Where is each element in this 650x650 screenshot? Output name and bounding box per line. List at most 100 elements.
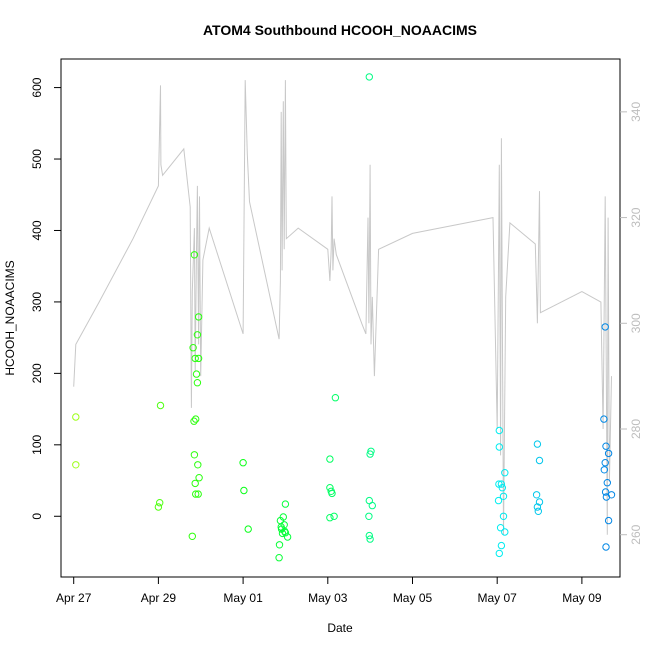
data-point xyxy=(604,449,613,458)
series-line xyxy=(73,80,612,535)
y-right-tick-label: 320 xyxy=(629,207,643,227)
data-point xyxy=(496,524,505,532)
x-tick-label: May 09 xyxy=(562,591,602,605)
data-point xyxy=(244,525,252,533)
data-point xyxy=(331,394,340,402)
data-point xyxy=(193,379,202,387)
data-point xyxy=(192,370,201,378)
data-point xyxy=(156,499,164,507)
data-point xyxy=(279,513,287,521)
data-point xyxy=(535,456,544,465)
x-tick-label: May 05 xyxy=(393,591,433,605)
data-point xyxy=(532,491,541,499)
data-point xyxy=(191,354,199,363)
data-point xyxy=(240,486,248,495)
data-point xyxy=(495,443,503,451)
data-point xyxy=(498,484,506,492)
data-point xyxy=(533,440,542,448)
data-point xyxy=(326,514,334,522)
data-point xyxy=(188,532,197,540)
data-point xyxy=(190,451,199,459)
data-point xyxy=(275,541,284,549)
x-axis: Apr 27 Apr 29 May 01 May 03 May 05 May 07 May … xyxy=(56,577,602,605)
data-point xyxy=(72,461,80,469)
y-tick-label: 200 xyxy=(30,363,44,383)
data-point xyxy=(365,531,373,540)
x-tick-label: May 01 xyxy=(223,591,263,605)
x-tick-label: May 03 xyxy=(308,591,348,605)
data-point xyxy=(326,455,334,463)
data-point xyxy=(194,313,203,321)
y-tick-label: 100 xyxy=(30,434,44,454)
data-point xyxy=(494,496,503,505)
right-axis-line xyxy=(73,80,612,535)
data-point xyxy=(602,493,611,501)
data-point xyxy=(535,498,544,506)
data-point xyxy=(602,543,610,551)
data-point xyxy=(495,549,503,558)
y-right-tick-label: 340 xyxy=(629,102,643,122)
data-point xyxy=(499,492,508,500)
data-point xyxy=(192,490,200,498)
y-axis-label: HCOOH_NOAACIMS xyxy=(3,260,17,375)
data-point xyxy=(189,344,197,352)
x-tick-label: May 07 xyxy=(478,591,518,605)
data-point xyxy=(600,415,608,423)
y-tick-label: 0 xyxy=(30,513,44,520)
y-right-tick-label: 260 xyxy=(629,524,643,544)
data-point xyxy=(497,480,506,488)
data-point xyxy=(534,507,542,515)
y-tick-label: 500 xyxy=(30,149,44,169)
data-point xyxy=(280,527,289,535)
data-point xyxy=(366,450,374,458)
x-tick-label: Apr 29 xyxy=(141,591,177,605)
x-axis-label: Date xyxy=(327,621,353,635)
y-tick-label: 400 xyxy=(30,220,44,240)
data-point xyxy=(154,503,163,511)
data-point xyxy=(495,426,503,435)
data-point xyxy=(365,73,373,81)
data-point xyxy=(278,529,287,538)
data-point xyxy=(72,413,80,421)
data-point xyxy=(497,541,506,550)
data-point xyxy=(601,459,609,467)
data-point xyxy=(192,415,200,423)
data-point xyxy=(368,501,376,510)
data-point xyxy=(195,474,203,482)
data-point xyxy=(603,479,611,487)
plot-frame xyxy=(60,58,621,578)
data-point xyxy=(601,323,609,331)
data-point xyxy=(601,488,610,496)
chart-title: ATOM4 Southbound HCOOH_NOAACIMS xyxy=(203,22,477,38)
y-tick-label: 300 xyxy=(30,292,44,312)
data-point xyxy=(283,533,292,541)
data-point xyxy=(281,500,290,508)
data-point xyxy=(501,469,509,477)
data-points xyxy=(72,73,616,562)
data-point xyxy=(365,512,373,520)
data-point xyxy=(600,466,608,474)
x-tick-label: Apr 27 xyxy=(56,591,92,605)
data-point xyxy=(501,528,509,536)
data-point xyxy=(281,529,290,537)
data-point xyxy=(190,251,199,259)
data-point xyxy=(191,479,199,488)
y-axis: 0 100 200 300 400 500 600 xyxy=(30,77,61,520)
y-tick-label: 600 xyxy=(30,77,44,97)
data-point xyxy=(366,535,374,543)
data-point xyxy=(328,489,336,498)
data-point xyxy=(602,442,610,450)
data-point xyxy=(194,490,202,498)
y-right-tick-label: 280 xyxy=(629,419,643,439)
y-right-axis: 260 280 300 320 340 xyxy=(620,102,643,545)
data-point xyxy=(275,554,283,562)
y-right-tick-label: 300 xyxy=(629,313,643,333)
data-point xyxy=(330,512,338,520)
data-point xyxy=(194,461,202,469)
data-point xyxy=(193,331,202,339)
data-point xyxy=(604,516,613,525)
data-point xyxy=(499,512,508,520)
data-point xyxy=(190,417,198,425)
data-point xyxy=(194,354,203,363)
